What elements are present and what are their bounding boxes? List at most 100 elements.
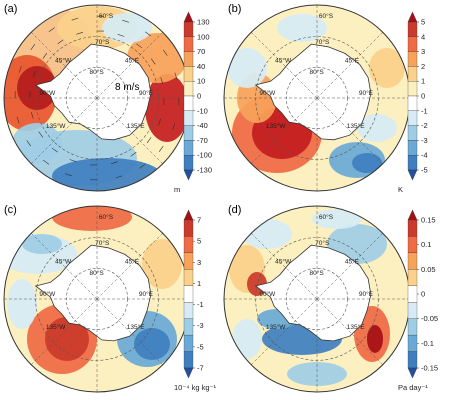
colorbar-tick-label: 130 (197, 18, 210, 27)
wind-arrow (110, 161, 118, 165)
geo-label: 135°W (266, 323, 286, 331)
geo-label: 45°W (275, 57, 292, 65)
anomaly-contour (277, 14, 327, 42)
colorbar-tick-label: 0.15 (421, 216, 436, 225)
panel-label: (d) (228, 204, 241, 216)
wind-arrow (51, 147, 58, 153)
colorbar-segment (183, 236, 194, 254)
meridian-line (316, 97, 383, 164)
anomaly-contour (52, 206, 132, 231)
vector-scale-label: 8 m/s (115, 82, 139, 93)
meridian-line (96, 97, 163, 164)
wind-arrow (115, 175, 123, 179)
colorbar-segment (183, 334, 194, 352)
meridian-line (316, 32, 383, 99)
anomaly-contour (227, 48, 267, 88)
wind-arrow (162, 49, 168, 56)
wind-arrow (139, 163, 146, 169)
meridian-line (96, 32, 163, 99)
colorbar-unit: 10⁻⁴ kg kg⁻¹ (174, 383, 216, 392)
anomaly-contour (7, 279, 37, 329)
wind-arrow (26, 140, 32, 147)
geo-label: 60°S (99, 213, 114, 221)
colorbar: 0.15 0.1 0.05 0 -0.05 -0.1 -0.15 Pa day⁻¹ (398, 209, 438, 392)
colorbar-segment (407, 36, 418, 52)
wind-arrow (30, 44, 36, 51)
geo-label: 90°W (39, 290, 56, 298)
colorbar-top-arrow (183, 209, 194, 221)
geo-label: 80°S (310, 68, 325, 76)
meridian-line (251, 97, 318, 164)
geo-label: 90°E (139, 290, 154, 298)
geo-label: 90°W (259, 290, 276, 298)
colorbar-segment (183, 155, 194, 171)
anomaly-contour (357, 114, 397, 142)
wind-arrow (48, 27, 55, 33)
colorbar-segment (407, 140, 418, 156)
geo-label: 45°E (125, 57, 140, 65)
colorbar-segment (407, 66, 418, 82)
wind-arrow (160, 77, 164, 85)
geo-label: 70°S (95, 38, 110, 46)
wind-arrow (57, 39, 64, 45)
wind-arrow (158, 145, 164, 152)
colorbar-segment (183, 21, 194, 37)
colorbar-segment (407, 21, 418, 37)
meridian-line (31, 298, 98, 365)
colorbar: 5 4 3 2 1 0 -1 -2 -3 -4 -5 K (398, 11, 428, 194)
colorbar-top-arrow (407, 209, 418, 221)
wind-arrow (122, 19, 130, 23)
colorbar-tick-label: 0 (197, 92, 201, 101)
colorbar-segment (407, 51, 418, 67)
wind-arrow (18, 65, 22, 73)
geo-label: 60°S (319, 12, 334, 20)
colorbar-segment (407, 95, 418, 111)
colorbar-tick-label: -3 (197, 321, 204, 330)
panel-d: 60°S 70°S 80°S 45°W 45°E 90°W 90°E 135°W 135°E (d… (223, 204, 438, 393)
colorbar-segment (183, 318, 194, 336)
meridian-line (96, 298, 163, 365)
colorbar-tick-label: 0 (421, 92, 425, 101)
wind-arrow (43, 159, 50, 165)
colorbar-tick-label: 10 (197, 77, 205, 86)
colorbar-segment (407, 125, 418, 141)
wind-arrow (16, 116, 20, 124)
colorbar-segment (183, 219, 194, 237)
colorbar-tick-label: 4 (421, 32, 425, 41)
panel-b: 60°S 70°S 80°S 45°W 45°E 90°W 90°E 135°W 135°E (b… (223, 3, 428, 194)
colorbar-unit: m (174, 185, 180, 194)
wind-arrow (33, 70, 36, 78)
geo-label: 45°W (55, 57, 72, 65)
colorbar-tick-label: -4 (421, 151, 428, 160)
colorbar-tick-label: 3 (421, 47, 425, 56)
anomaly-contour (312, 209, 362, 229)
geo-label: 80°S (90, 269, 105, 277)
colorbar-tick-label: 2 (421, 62, 425, 71)
colorbar-segment (407, 155, 418, 171)
colorbar-top-arrow (183, 11, 194, 23)
colorbar-segment (183, 95, 194, 111)
geo-label: 45°W (55, 258, 72, 266)
geo-label: 45°W (275, 258, 292, 266)
wind-arrow (71, 17, 79, 21)
geo-label: 80°S (310, 269, 325, 277)
colorbar-segment (183, 351, 194, 369)
anomaly-contour (52, 158, 162, 191)
colorbar-tick-label: -5 (421, 166, 428, 175)
colorbar-segment (183, 125, 194, 141)
colorbar-tick-label: -40 (197, 121, 208, 130)
antarctica-landmass (34, 244, 152, 342)
anomaly-contour (367, 325, 383, 353)
colorbar-top-arrow (407, 11, 418, 23)
wind-arrow (146, 137, 152, 144)
geo-label: 45°E (345, 57, 360, 65)
colorbar-tick-label: 1 (197, 279, 201, 288)
geo-label: 70°S (315, 38, 330, 46)
colorbar-tick-label: -70 (197, 136, 208, 145)
geo-label: 135°W (46, 323, 66, 331)
colorbar-tick-label: -0.05 (421, 314, 438, 323)
colorbar-segment (183, 302, 194, 319)
wind-arrow (150, 58, 156, 65)
